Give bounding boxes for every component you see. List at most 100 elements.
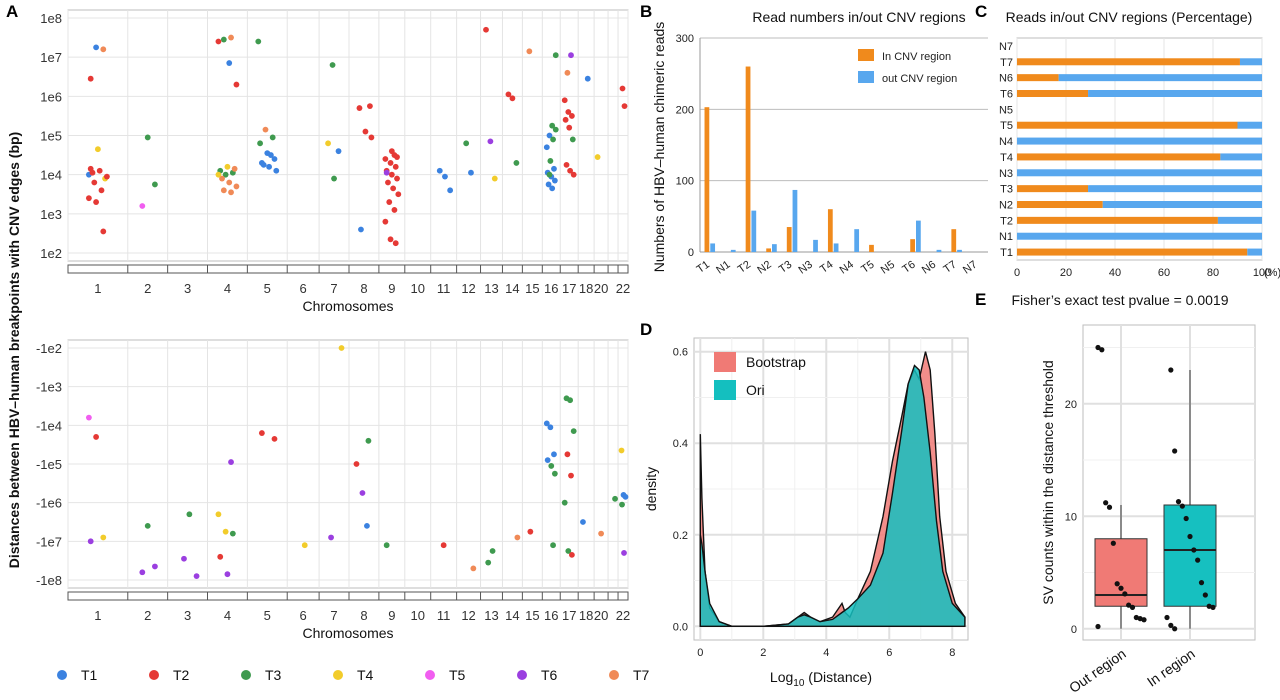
jitter-point bbox=[1103, 500, 1109, 506]
point-t6 bbox=[383, 169, 390, 176]
x-tick-label-chr-15: 15 bbox=[525, 281, 539, 296]
bar-out-cnv-region bbox=[916, 220, 921, 252]
legend-label-ori: Ori bbox=[746, 382, 765, 398]
y-tick-label: T1 bbox=[1000, 247, 1013, 259]
legend-label-t4: T4 bbox=[357, 667, 374, 683]
x-tick-label-chr-16: 16 bbox=[544, 608, 558, 623]
x-tick-label-chr-10: 10 bbox=[411, 281, 425, 296]
x-tick-label-chr-5: 5 bbox=[264, 608, 271, 623]
panel-letter-e: E bbox=[975, 290, 986, 309]
point-t6 bbox=[152, 563, 158, 570]
y-tick-label: 0.6 bbox=[673, 347, 688, 359]
jitter-point bbox=[1191, 547, 1197, 553]
legend-swatch-in-cnv-region bbox=[858, 49, 874, 61]
x-tick-label-chr-6: 6 bbox=[300, 281, 307, 296]
point-t3 bbox=[513, 160, 520, 166]
y-tick-label: 1e8 bbox=[40, 11, 62, 26]
y-tick-label: T6 bbox=[1000, 89, 1013, 101]
x-tick-label: 2 bbox=[760, 647, 766, 659]
point-t7 bbox=[598, 530, 604, 537]
bar-out-cnv-region bbox=[751, 210, 757, 252]
jitter-point bbox=[1114, 581, 1120, 587]
y-tick-label: 1e6 bbox=[40, 89, 62, 104]
point-t1 bbox=[551, 177, 558, 184]
point-t2 bbox=[569, 551, 575, 558]
legend-dot-t1 bbox=[57, 670, 67, 680]
point-t2 bbox=[561, 97, 568, 104]
point-t2 bbox=[368, 134, 375, 141]
point-t2 bbox=[392, 240, 399, 247]
point-t3 bbox=[548, 463, 555, 469]
legend-label-t6: T6 bbox=[541, 667, 558, 683]
point-t4 bbox=[325, 140, 331, 147]
x-tick-label-chr-13: 13 bbox=[484, 281, 498, 296]
point-t2 bbox=[356, 105, 363, 111]
point-t1 bbox=[551, 451, 557, 458]
y-axis-title: density bbox=[643, 467, 659, 511]
bar-out-cnv bbox=[1017, 169, 1262, 177]
y-tick-label: 200 bbox=[676, 104, 694, 116]
point-t2 bbox=[215, 38, 222, 45]
point-t3 bbox=[144, 522, 151, 529]
panel-d-density-chart: 0 2 4 6 8 0.0 0.2 0.4 0.6 density Log10 (Distance)… bbox=[643, 337, 969, 689]
legend-swatch-bootstrap bbox=[714, 352, 736, 372]
point-t3 bbox=[331, 175, 337, 182]
bar-in-cnv bbox=[1017, 74, 1059, 82]
jitter-point bbox=[1141, 617, 1147, 623]
bar-in-cnv-region bbox=[745, 66, 751, 253]
jitter-point bbox=[1164, 614, 1170, 621]
point-t1 bbox=[622, 493, 629, 500]
point-t7 bbox=[228, 189, 234, 196]
y-tick-label: -1e5 bbox=[36, 457, 62, 472]
box-out-region bbox=[1094, 538, 1148, 607]
point-t4 bbox=[301, 542, 308, 549]
point-t2 bbox=[387, 236, 394, 243]
y-tick-label: 1e2 bbox=[40, 246, 62, 261]
point-t2 bbox=[382, 156, 389, 162]
point-t2 bbox=[93, 199, 99, 205]
point-t2 bbox=[391, 207, 398, 213]
point-t7 bbox=[100, 46, 107, 53]
x-tick-label-chr-2: 2 bbox=[144, 281, 151, 296]
x-tick-label: 4 bbox=[823, 647, 829, 659]
point-t6 bbox=[359, 490, 366, 496]
x-tick-label-chr-12: 12 bbox=[461, 281, 475, 296]
point-t4 bbox=[224, 163, 231, 170]
point-t4 bbox=[94, 146, 101, 153]
point-t3 bbox=[550, 136, 556, 143]
x-tick-label-chr-15: 15 bbox=[525, 608, 539, 623]
bar-in-cnv-region bbox=[704, 107, 710, 253]
point-t2 bbox=[85, 195, 92, 202]
panel-letter-c: C bbox=[975, 2, 987, 21]
y-tick-label: 300 bbox=[676, 33, 694, 45]
jitter-point bbox=[1210, 604, 1216, 610]
x-tick-label: N7 bbox=[961, 259, 979, 277]
y-tick-label: N7 bbox=[999, 41, 1013, 53]
y-tick-label: T7 bbox=[1000, 57, 1013, 69]
y-tick-label: -1e4 bbox=[36, 418, 62, 433]
x-tick-label: 20 bbox=[1060, 267, 1072, 279]
point-t3 bbox=[570, 428, 577, 435]
point-t3 bbox=[547, 158, 554, 164]
bar-in-cnv bbox=[1017, 216, 1218, 224]
x-axis-title: Chromosomes bbox=[302, 625, 393, 641]
x-tick-label-chr-9: 9 bbox=[388, 608, 395, 623]
bar-in-cnv-region bbox=[786, 227, 792, 252]
point-t1 bbox=[543, 420, 550, 427]
y-tick-label: T2 bbox=[1000, 215, 1013, 227]
point-t1 bbox=[436, 167, 443, 174]
point-t1 bbox=[93, 44, 99, 51]
point-t1 bbox=[442, 173, 448, 180]
point-t4 bbox=[594, 154, 601, 160]
point-t5 bbox=[85, 414, 92, 421]
x-tick-label: T4 bbox=[818, 259, 835, 276]
panel-letter-b: B bbox=[640, 2, 652, 21]
point-t2 bbox=[362, 128, 369, 135]
point-t3 bbox=[549, 122, 556, 129]
y-tick-label: 20 bbox=[1065, 399, 1077, 411]
jitter-point bbox=[1195, 557, 1201, 563]
bar-out-cnv bbox=[1237, 121, 1262, 129]
x-tick-label-chr-1: 1 bbox=[94, 608, 101, 623]
